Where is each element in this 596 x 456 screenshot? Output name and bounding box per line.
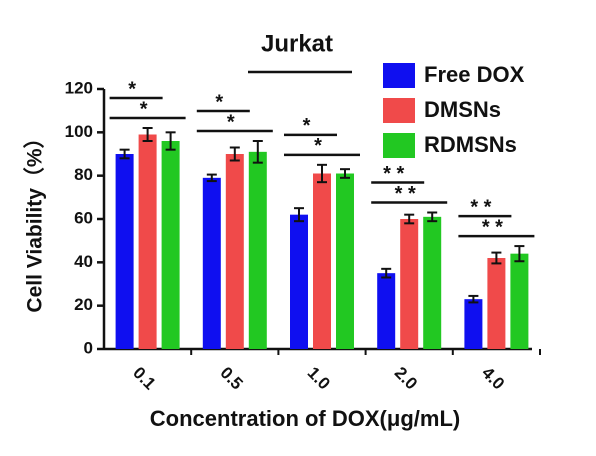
bar — [377, 273, 396, 349]
error-bar — [142, 127, 153, 142]
bar — [400, 219, 419, 349]
bar — [161, 141, 180, 349]
y-tick-label: 60 — [74, 208, 93, 227]
significance-label: * * — [470, 196, 491, 218]
significance-label: * — [128, 78, 136, 100]
bar — [290, 214, 308, 349]
significance-label: * — [314, 135, 322, 157]
chart-title: Jurkat — [261, 30, 333, 57]
significance-label: * * — [482, 216, 503, 238]
x-tick-label: 0.1 — [129, 363, 159, 393]
y-tick-label: 20 — [74, 295, 93, 314]
x-tick-label: 0.5 — [216, 363, 246, 393]
legend-label: Free DOX — [424, 62, 525, 87]
y-tick-label: 40 — [74, 252, 93, 271]
bar — [423, 216, 442, 349]
significance-label: * * — [383, 163, 404, 185]
legend-label: RDMSNs — [424, 132, 517, 157]
error-bar — [340, 168, 350, 179]
y-tick-label: 100 — [65, 122, 93, 141]
legend-label: DMSNs — [424, 97, 501, 122]
significance-label: * — [215, 91, 223, 113]
bar — [138, 134, 157, 349]
error-bar — [317, 163, 327, 184]
y-tick-label: 0 — [84, 338, 93, 357]
error-bar — [491, 251, 502, 265]
bar — [248, 151, 267, 349]
bar — [487, 258, 506, 349]
bar — [115, 154, 134, 349]
legend-swatch — [383, 98, 415, 123]
legend-swatch — [383, 133, 415, 158]
error-bar — [119, 148, 130, 160]
x-tick-label: 4.0 — [478, 363, 508, 393]
error-bar — [252, 140, 263, 164]
error-bar — [229, 146, 240, 162]
bar — [336, 173, 354, 349]
bar — [202, 177, 221, 349]
significance-label: * — [140, 98, 148, 120]
x-axis-label: Concentration of DOX(μg/mL) — [150, 406, 460, 431]
x-tick-label: 1.0 — [304, 363, 334, 393]
bar — [464, 299, 483, 349]
bar — [510, 253, 529, 349]
error-bar — [165, 131, 176, 151]
significance-label: * — [303, 115, 311, 137]
error-bar — [514, 245, 525, 263]
error-bar — [381, 267, 392, 279]
error-bar — [427, 211, 438, 223]
error-bar — [404, 213, 415, 225]
error-bar — [206, 173, 217, 183]
legend-swatch — [383, 63, 415, 88]
y-axis-label: Cell Viability（%） — [23, 127, 47, 312]
x-tick-label: 2.0 — [391, 363, 421, 393]
y-tick-label: 80 — [74, 165, 93, 184]
y-tick-label: 120 — [65, 78, 93, 97]
error-bar — [468, 294, 479, 304]
significance-label: * — [227, 111, 235, 133]
bar — [313, 173, 331, 349]
error-bar — [294, 207, 304, 223]
significance-label: * * — [395, 183, 416, 205]
bar — [225, 154, 244, 349]
